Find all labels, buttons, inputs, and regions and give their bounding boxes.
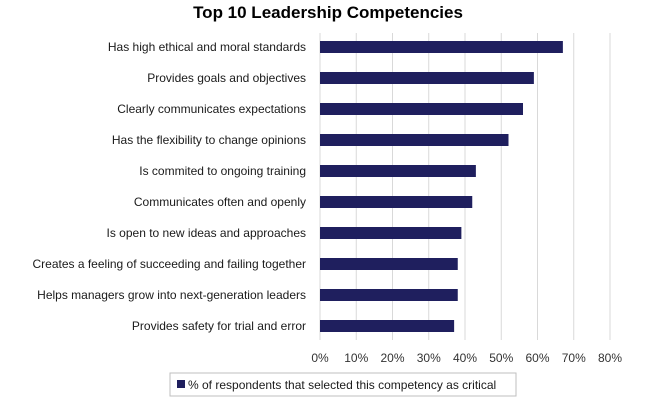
- category-label: Is open to new ideas and approaches: [107, 226, 306, 240]
- bar: [320, 103, 523, 115]
- category-label: Helps managers grow into next-generation…: [37, 288, 306, 302]
- category-label: Has high ethical and moral standards: [108, 40, 306, 54]
- category-label: Creates a feeling of succeeding and fail…: [32, 257, 306, 271]
- category-label: Provides safety for trial and error: [132, 319, 306, 333]
- bar: [320, 72, 534, 84]
- bar: [320, 227, 462, 239]
- bar: [320, 41, 563, 53]
- x-tick-label: 70%: [562, 351, 586, 365]
- chart-title: Top 10 Leadership Competencies: [193, 3, 463, 22]
- category-label: Has the flexibility to change opinions: [112, 133, 306, 147]
- bar: [320, 196, 473, 208]
- bars: [320, 41, 563, 332]
- x-tick-label: 20%: [380, 351, 404, 365]
- x-tick-label: 0%: [311, 351, 329, 365]
- x-tick-label: 30%: [417, 351, 441, 365]
- x-tick-label: 10%: [344, 351, 368, 365]
- category-label: Communicates often and openly: [134, 195, 306, 209]
- legend-box: [169, 372, 517, 397]
- x-tick-label: 40%: [453, 351, 477, 365]
- x-axis-ticks: 0% 10% 20% 30% 40% 50% 60% 70% 80%: [311, 351, 622, 365]
- category-label: Clearly communicates expectations: [117, 102, 306, 116]
- legend-swatch: [177, 380, 185, 388]
- bar: [320, 289, 458, 301]
- x-tick-label: 50%: [489, 351, 513, 365]
- category-labels: Has high ethical and moral standards Prov…: [32, 40, 306, 333]
- x-tick-label: 80%: [598, 351, 622, 365]
- bar: [320, 134, 509, 146]
- bar: [320, 165, 476, 177]
- gridlines: [319, 33, 611, 340]
- category-label: Provides goals and objectives: [147, 71, 306, 85]
- category-label: Is commited to ongoing training: [139, 164, 306, 178]
- x-tick-label: 60%: [525, 351, 549, 365]
- bar: [320, 258, 458, 270]
- legend: % of respondents that selected this comp…: [169, 372, 517, 397]
- legend-label: % of respondents that selected this comp…: [188, 378, 496, 392]
- bar: [320, 320, 455, 332]
